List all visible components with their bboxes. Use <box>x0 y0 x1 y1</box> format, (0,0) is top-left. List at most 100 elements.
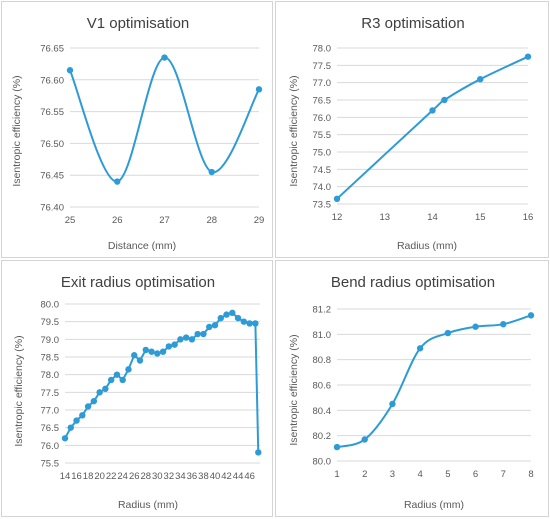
y-tick-label: 80.4 <box>313 406 332 417</box>
chart-panel-r3: R3 optimisation Radius (mm) Isentropic e… <box>275 1 549 258</box>
y-tick-label: 81.0 <box>313 330 332 341</box>
x-tick-label: 18 <box>83 471 94 482</box>
data-point <box>200 330 207 338</box>
y-tick-label: 76.0 <box>41 441 60 452</box>
chart-panel-exit-radius: Exit radius optimisation Radius (mm) Ise… <box>1 260 273 517</box>
data-point <box>246 320 253 327</box>
data-point <box>524 53 532 60</box>
x-tick-label: 16 <box>523 212 534 223</box>
data-point <box>223 311 230 318</box>
x-tick-label: 26 <box>129 471 140 482</box>
chart-title: Bend radius optimisation <box>331 274 495 291</box>
data-point <box>472 323 479 330</box>
chart-title: R3 optimisation <box>361 15 464 32</box>
x-tick-label: 3 <box>390 469 395 480</box>
data-point <box>79 412 86 419</box>
data-point <box>113 371 121 378</box>
y-tick-label: 79.0 <box>41 335 60 346</box>
data-point <box>333 195 341 202</box>
data-point <box>148 348 155 355</box>
data-point <box>361 436 368 443</box>
y-tick-label: 81.2 <box>313 305 332 316</box>
x-tick-label: 6 <box>473 469 478 480</box>
data-point <box>194 330 201 338</box>
series-line <box>64 311 260 453</box>
series-line <box>336 314 532 449</box>
x-axis-label: Radius (mm) <box>397 240 457 252</box>
x-tick-label: 34 <box>175 471 186 482</box>
x-tick-label: 12 <box>332 212 343 223</box>
series-line <box>336 55 529 200</box>
x-tick-label: 8 <box>528 469 533 480</box>
y-tick-label: 77.0 <box>313 78 332 89</box>
data-point <box>206 323 213 331</box>
chart-panel-v1: V1 optimisation Distance (mm) Isentropic… <box>1 1 273 258</box>
data-point <box>66 67 74 74</box>
y-tick-label: 78.0 <box>313 44 332 55</box>
chart-r3: R3 optimisation Radius (mm) Isentropic e… <box>288 15 534 252</box>
y-tick-label: 80.0 <box>41 300 60 311</box>
x-tick-label: 15 <box>475 212 486 223</box>
x-tick-label: 36 <box>187 471 198 482</box>
data-point <box>142 346 149 354</box>
data-point <box>159 348 167 355</box>
data-point <box>208 168 215 176</box>
y-tick-label: 76.50 <box>40 139 64 150</box>
x-tick-label: 13 <box>379 212 390 223</box>
data-point <box>188 336 196 343</box>
y-axis-label: Isentropic efficiency (%) <box>11 75 23 186</box>
data-point <box>161 54 168 61</box>
data-point <box>229 309 236 317</box>
data-point <box>102 385 109 392</box>
data-point <box>119 376 126 384</box>
y-tick-label: 74.0 <box>313 182 332 193</box>
data-point <box>416 345 424 352</box>
x-tick-label: 24 <box>117 471 128 482</box>
x-axis-label: Radius (mm) <box>404 499 464 511</box>
data-point <box>165 343 173 350</box>
data-point <box>389 400 396 408</box>
x-tick-label: 40 <box>210 471 221 482</box>
x-tick-label: 28 <box>140 471 151 482</box>
y-tick-label: 75.0 <box>313 148 332 159</box>
x-tick-label: 28 <box>206 215 217 226</box>
chart-exit-radius: Exit radius optimisation Radius (mm) Ise… <box>13 274 262 511</box>
data-point <box>67 424 74 431</box>
data-point <box>429 107 436 114</box>
data-point <box>240 318 248 325</box>
data-point <box>527 312 535 319</box>
data-point <box>125 366 132 373</box>
x-tick-label: 14 <box>60 471 71 482</box>
y-tick-label: 78.5 <box>41 353 60 364</box>
chart-v1: V1 optimisation Distance (mm) Isentropic… <box>11 15 264 252</box>
series-line <box>69 56 260 183</box>
y-tick-label: 77.5 <box>41 388 60 399</box>
chart-title: Exit radius optimisation <box>61 274 215 291</box>
y-tick-label: 80.6 <box>313 381 332 392</box>
y-tick-label: 76.65 <box>40 44 64 55</box>
y-tick-label: 80.8 <box>313 355 332 366</box>
x-tick-label: 2 <box>362 469 367 480</box>
x-tick-label: 5 <box>445 469 450 480</box>
x-tick-label: 16 <box>71 471 82 482</box>
y-tick-label: 73.5 <box>313 200 332 211</box>
y-tick-label: 76.60 <box>40 75 64 86</box>
x-tick-label: 25 <box>65 215 76 226</box>
plot-area: 75.5 76.0 76.5 77.0 77.5 78.0 78.5 79.0 79.5 80.0… <box>41 300 262 482</box>
y-axis-label: Isentropic efficiency (%) <box>288 334 300 445</box>
x-tick-label: 4 <box>417 469 422 480</box>
chart-title: V1 optimisation <box>87 15 190 32</box>
data-point <box>211 322 219 329</box>
data-point <box>177 336 184 343</box>
y-tick-label: 78.0 <box>41 370 60 381</box>
data-point <box>84 403 92 410</box>
plot-area: 73.5 74.0 74.5 75.0 75.5 76.0 76.5 77.0 77.5 78.0… <box>313 44 534 224</box>
x-tick-label: 42 <box>221 471 232 482</box>
x-tick-label: 14 <box>427 212 438 223</box>
y-tick-label: 79.5 <box>41 317 60 328</box>
x-tick-label: 32 <box>164 471 175 482</box>
plot-area: 80.0 80.2 80.4 80.6 80.8 81.0 81.2 1 2 3 4 5 6 7 8 <box>313 305 535 480</box>
data-point <box>252 320 259 327</box>
data-point <box>441 96 448 104</box>
